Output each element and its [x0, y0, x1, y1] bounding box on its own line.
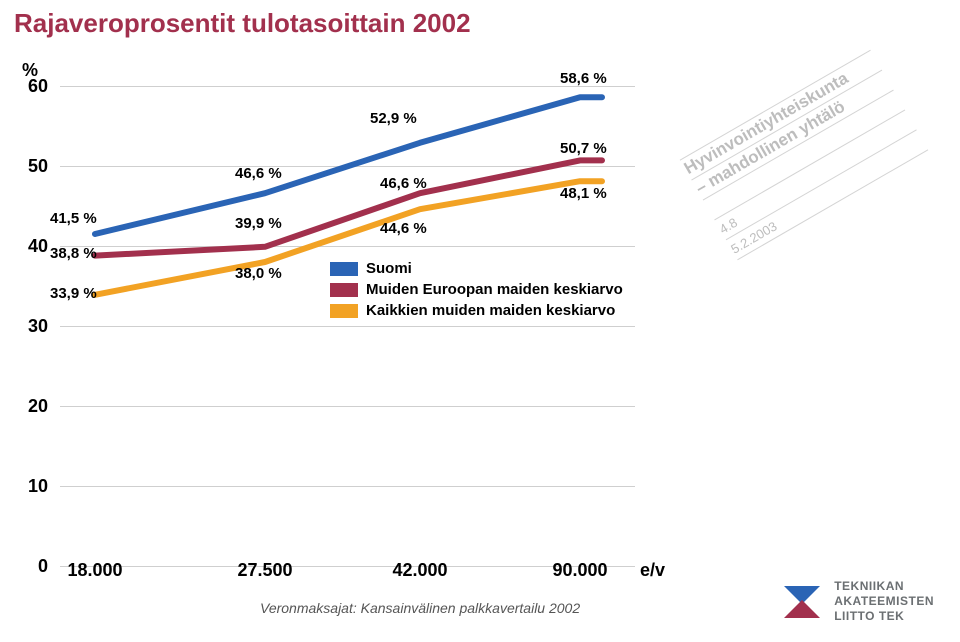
legend-swatch — [330, 283, 358, 297]
point-label: 46,6 % — [235, 165, 282, 182]
legend-swatch — [330, 304, 358, 318]
logo-text: TEKNIIKAN AKATEEMISTEN LIITTO TEK — [834, 579, 934, 624]
legend: Suomi Muiden Euroopan maiden keskiarvo K… — [330, 260, 623, 323]
logo-line: AKATEEMISTEN — [834, 594, 934, 609]
legend-item: Suomi — [330, 260, 623, 277]
x-tick: 18.000 — [67, 560, 122, 581]
legend-label: Kaikkien muiden maiden keskiarvo — [366, 302, 615, 319]
y-tick-10: 10 — [18, 476, 48, 497]
logo-line: LIITTO TEK — [834, 609, 934, 624]
x-tick: 90.000 — [552, 560, 607, 581]
logo-line: TEKNIIKAN — [834, 579, 934, 594]
org-logo: TEKNIIKAN AKATEEMISTEN LIITTO TEK — [780, 579, 934, 624]
point-label: 38,0 % — [235, 265, 282, 282]
point-label: 46,6 % — [380, 175, 427, 192]
point-label: 44,6 % — [380, 220, 427, 237]
legend-item: Kaikkien muiden maiden keskiarvo — [330, 302, 623, 319]
source-credit: Veronmaksajat: Kansainvälinen palkkavert… — [260, 600, 580, 616]
point-label: 33,9 % — [50, 285, 97, 302]
x-axis-unit: e/v — [640, 560, 665, 581]
logo-mark-icon — [780, 580, 824, 624]
point-label: 48,1 % — [560, 185, 607, 202]
point-label: 50,7 % — [560, 140, 607, 157]
y-tick-0: 0 — [18, 556, 48, 577]
gridline — [60, 566, 635, 567]
legend-item: Muiden Euroopan maiden keskiarvo — [330, 281, 623, 298]
watermark-stamp: Hyvinvointiyhteiskunta – mahdollinen yht… — [680, 50, 960, 351]
y-tick-50: 50 — [18, 156, 48, 177]
y-tick-60: 60 — [18, 76, 48, 97]
point-label: 58,6 % — [560, 70, 607, 87]
point-label: 39,9 % — [235, 215, 282, 232]
y-tick-30: 30 — [18, 316, 48, 337]
y-tick-20: 20 — [18, 396, 48, 417]
point-label: 38,8 % — [50, 245, 97, 262]
legend-label: Muiden Euroopan maiden keskiarvo — [366, 281, 623, 298]
x-tick: 27.500 — [237, 560, 292, 581]
point-label: 41,5 % — [50, 210, 97, 227]
chart-title: Rajaveroprosentit tulotasoittain 2002 — [14, 8, 471, 39]
y-tick-40: 40 — [18, 236, 48, 257]
point-label: 52,9 % — [370, 110, 417, 127]
legend-swatch — [330, 262, 358, 276]
legend-label: Suomi — [366, 260, 412, 277]
x-tick: 42.000 — [392, 560, 447, 581]
